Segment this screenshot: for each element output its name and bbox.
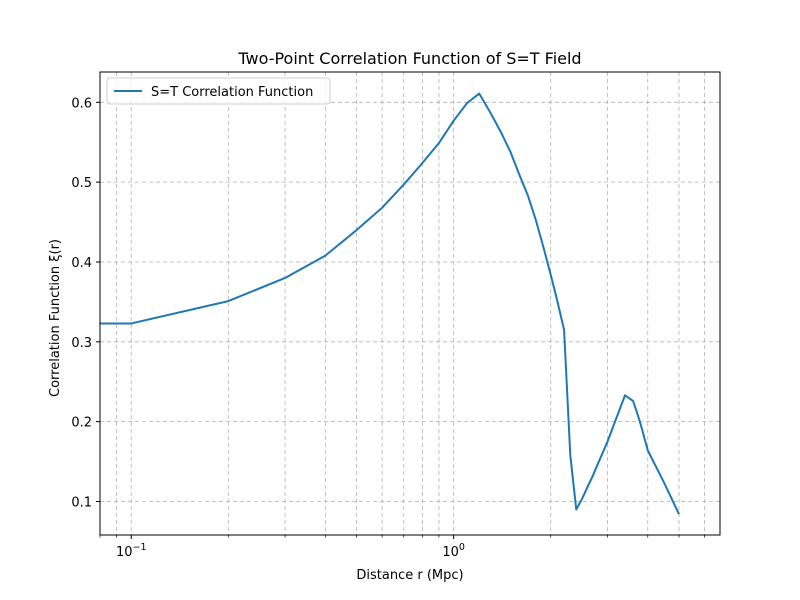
y-tick-label: 0.3 (71, 336, 92, 351)
ticks: 10−1 100 0.1 0.2 0.3 0.4 0.5 0.6 (71, 96, 705, 560)
plot-frame (99, 71, 721, 536)
legend: S=T Correlation Function (106, 77, 331, 105)
series-layer (100, 92, 680, 515)
y-tick-label: 0.5 (71, 176, 92, 191)
x-axis-label: Distance r (Mpc) (356, 568, 463, 583)
x-tick-label: 100 (442, 542, 465, 560)
x-tick-label: 10−1 (116, 542, 147, 560)
y-tick-label: 0.4 (71, 256, 92, 271)
chart-title: Two-Point Correlation Function of S=T Fi… (237, 49, 581, 68)
legend-box (106, 77, 331, 105)
grid (99, 72, 720, 535)
y-tick-label: 0.2 (71, 416, 92, 431)
legend-label: S=T Correlation Function (151, 85, 313, 100)
series-line (100, 92, 680, 515)
y-tick-label: 0.1 (71, 495, 92, 510)
y-tick-label: 0.6 (71, 96, 92, 111)
y-axis-label: Correlation Function ξ(r) (48, 239, 63, 397)
